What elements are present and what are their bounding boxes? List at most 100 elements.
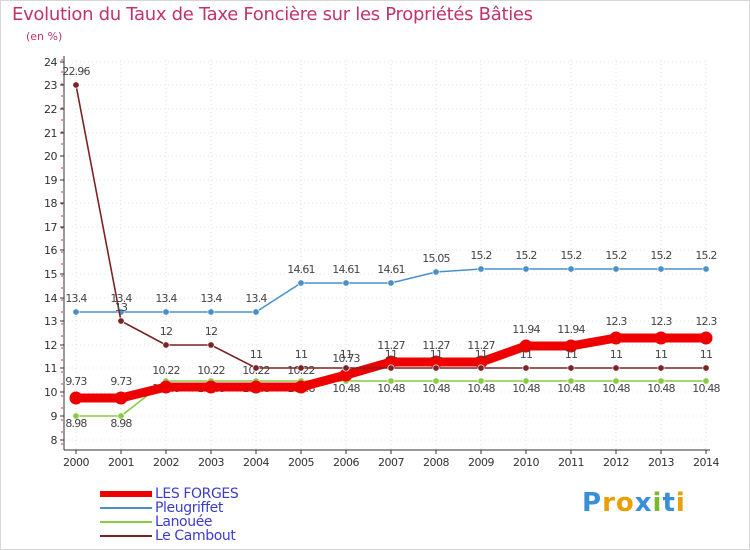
- legend-label-le-cambout: Le Cambout: [155, 528, 236, 544]
- data-point: [702, 364, 710, 372]
- data-point: [72, 81, 80, 89]
- x-tick-label: 2014: [693, 456, 719, 469]
- data-label: 13.4: [200, 292, 222, 305]
- y-tick-label: 15: [44, 268, 57, 281]
- legend-label-les-forges: LES FORGES: [155, 486, 239, 502]
- data-point: [522, 364, 530, 372]
- legend-swatch-les-forges: [100, 491, 152, 497]
- x-tick-label: 2001: [108, 456, 134, 469]
- data-point: [654, 331, 668, 345]
- data-point: [609, 331, 623, 345]
- data-point: [567, 377, 575, 385]
- logo-letter: r: [602, 488, 616, 518]
- x-tick-label: 2004: [243, 456, 269, 469]
- data-point: [207, 308, 215, 316]
- data-label: 15.2: [515, 249, 536, 262]
- data-label: 11: [520, 348, 532, 361]
- data-label: 11: [295, 348, 307, 361]
- data-label: 11: [655, 348, 667, 361]
- data-point: [612, 265, 620, 273]
- y-tick-label: 12: [44, 339, 57, 352]
- unit-label: (en %): [26, 30, 63, 43]
- legend-item-lanouee: Lanouée: [100, 514, 320, 530]
- data-point: [612, 377, 620, 385]
- data-label: 12: [160, 325, 172, 338]
- data-label: 10.73: [332, 352, 360, 365]
- data-label: 15.2: [695, 249, 716, 262]
- data-label: 11: [700, 348, 712, 361]
- data-label: 12.3: [650, 315, 672, 328]
- data-label: 10.22: [197, 364, 225, 377]
- data-label: 10.48: [647, 382, 675, 395]
- logo-letter: i: [675, 488, 686, 518]
- x-tick-label: 2012: [603, 456, 629, 469]
- data-point: [567, 265, 575, 273]
- x-tick-label: 2000: [63, 456, 89, 469]
- x-tick-label: 2011: [558, 456, 584, 469]
- y-tick-label: 16: [44, 244, 57, 257]
- data-label: 15.2: [605, 249, 626, 262]
- data-point: [477, 265, 485, 273]
- data-label: 10.48: [422, 382, 450, 395]
- data-label: 11.27: [467, 339, 495, 352]
- y-tick-label: 22: [44, 103, 57, 116]
- data-label: 13.4: [65, 292, 87, 305]
- data-label: 10.48: [692, 382, 720, 395]
- data-label: 11: [340, 348, 352, 361]
- x-tick-label: 2009: [468, 456, 494, 469]
- data-point: [522, 265, 530, 273]
- data-label: 12.3: [695, 315, 717, 328]
- data-label: 10.48: [377, 382, 405, 395]
- legend-swatch-le-cambout: [100, 535, 152, 537]
- data-point: [339, 368, 353, 382]
- y-tick-label: 21: [44, 127, 57, 140]
- x-tick-label: 2005: [288, 456, 314, 469]
- y-tick-label: 17: [44, 221, 57, 234]
- y-tick-label: 20: [44, 150, 57, 163]
- data-label: 10.48: [332, 382, 360, 395]
- data-point: [384, 355, 398, 369]
- data-label: 11.27: [377, 339, 405, 352]
- legend-item-pleugriffet: Pleugriffet: [100, 500, 320, 516]
- data-label: 10.48: [467, 382, 495, 395]
- x-tick-label: 2006: [333, 456, 359, 469]
- data-label: 9.73: [65, 375, 87, 388]
- data-point: [657, 265, 665, 273]
- data-label: 10.48: [512, 382, 540, 395]
- data-label: 13.4: [245, 292, 267, 305]
- data-point: [567, 364, 575, 372]
- data-label: 13.4: [155, 292, 177, 305]
- data-point: [69, 391, 83, 405]
- data-point: [72, 412, 80, 420]
- data-point: [204, 380, 218, 394]
- data-label: 12: [205, 325, 217, 338]
- data-point: [429, 355, 443, 369]
- data-point: [432, 364, 440, 372]
- data-point: [702, 265, 710, 273]
- chart-title: Evolution du Taux de Taxe Foncière sur l…: [12, 4, 533, 25]
- y-tick-label: 9: [51, 410, 58, 423]
- data-point: [477, 377, 485, 385]
- data-point: [162, 341, 170, 349]
- data-label: 11.94: [512, 323, 540, 336]
- y-tick-label: 13: [44, 315, 57, 328]
- data-point: [432, 268, 440, 276]
- data-point: [72, 308, 80, 316]
- legend-item-le-cambout: Le Cambout: [100, 528, 320, 544]
- y-tick-label: 11: [44, 362, 57, 375]
- y-tick-label: 23: [44, 79, 57, 92]
- legend-swatch-pleugriffet: [100, 507, 152, 509]
- data-point: [474, 355, 488, 369]
- y-tick-label: 19: [44, 174, 57, 187]
- data-label: 15.2: [650, 249, 671, 262]
- data-label: 15.05: [422, 252, 450, 265]
- data-point: [657, 377, 665, 385]
- legend-item-les-forges: LES FORGES: [100, 486, 320, 502]
- x-tick-label: 2010: [513, 456, 539, 469]
- data-point: [657, 364, 665, 372]
- data-label: 14.61: [377, 263, 405, 276]
- data-label: 13: [115, 301, 128, 314]
- data-label: 9.73: [110, 375, 132, 388]
